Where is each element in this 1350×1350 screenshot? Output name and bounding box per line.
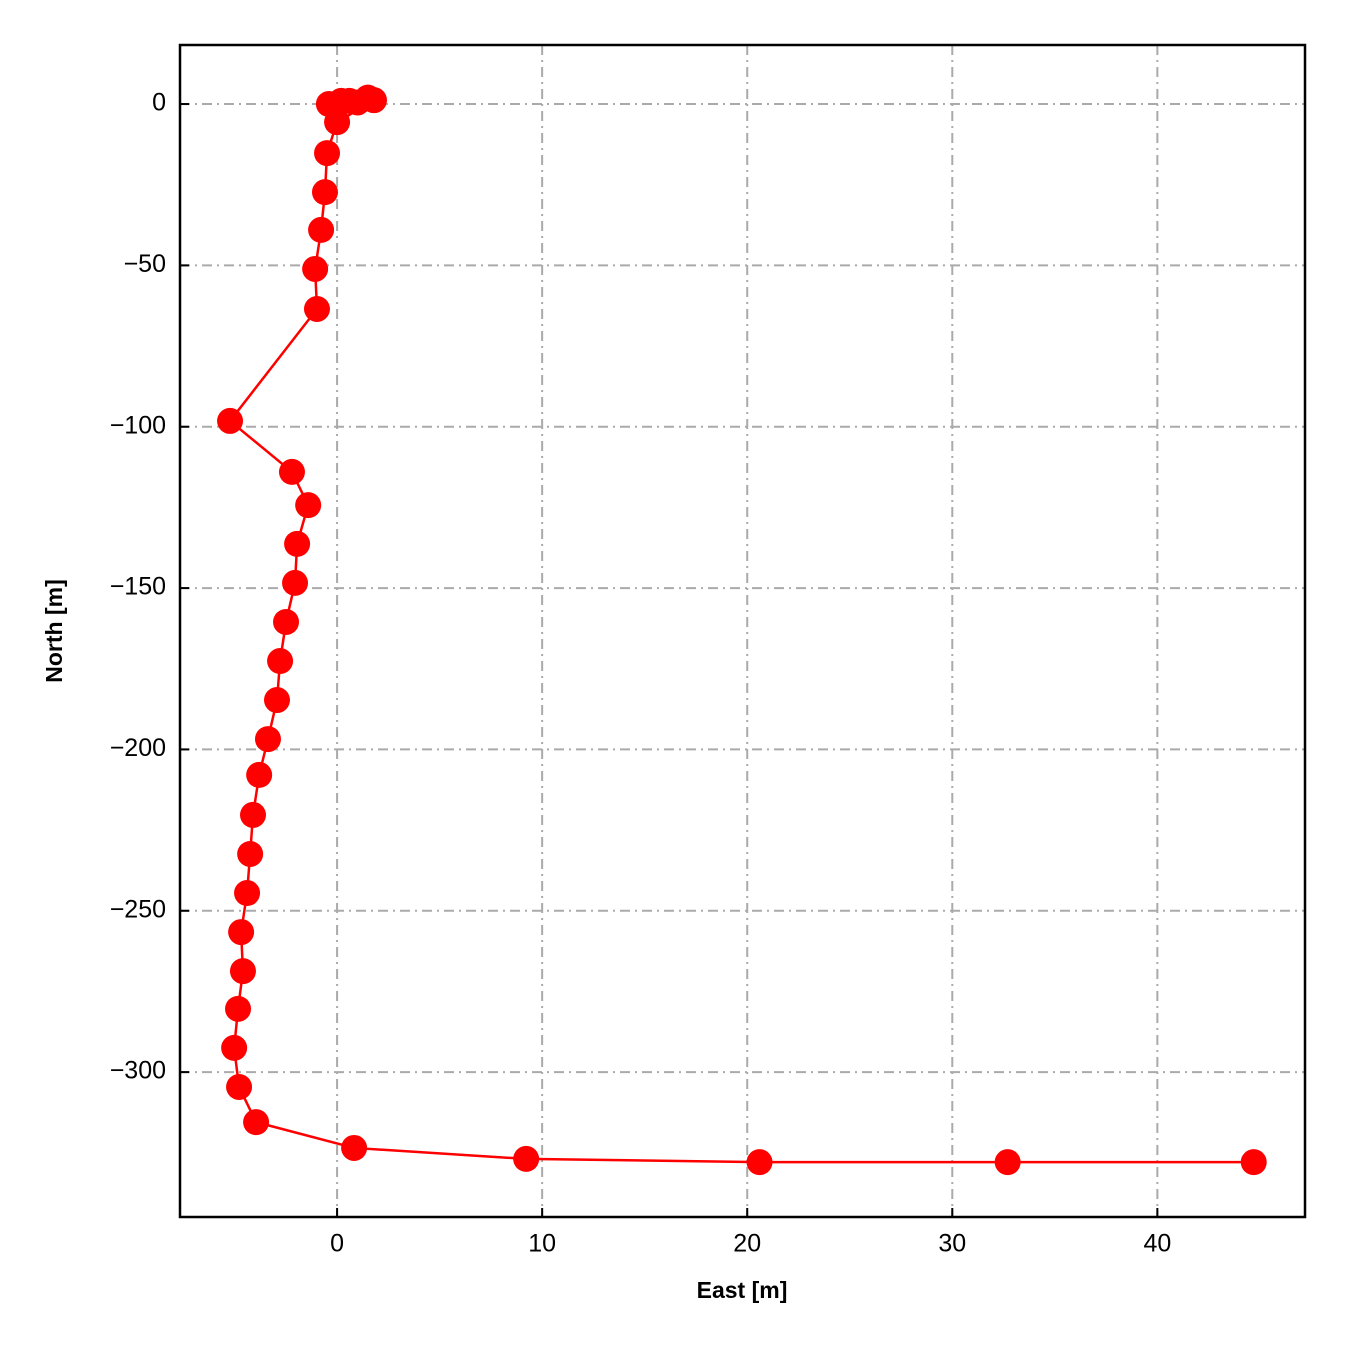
point [513,1145,540,1172]
point [246,761,273,788]
y-tick-label: −150 [110,573,166,601]
point [302,255,329,282]
point [1240,1149,1267,1176]
point [273,608,300,635]
point [234,880,261,907]
point [267,648,294,675]
point [311,179,338,206]
series-line [228,96,1254,1164]
point [240,801,267,828]
point [282,569,309,596]
y-tick-label: −100 [110,411,166,439]
y-tick-label: −50 [124,250,166,278]
point [314,140,341,167]
y-tick-label: 0 [152,89,166,117]
x-tick-label: 20 [733,1230,761,1258]
y-axis-label: North [m] [41,579,67,682]
point [994,1149,1021,1176]
point [360,87,387,114]
point [303,295,330,322]
x-tick-label: 40 [1143,1230,1171,1258]
point [263,687,290,714]
x-axis-label: East [m] [697,1277,788,1303]
point [341,1134,368,1161]
y-tick-label: −200 [110,734,166,762]
point [295,492,322,519]
point [217,407,244,434]
point [746,1149,773,1176]
y-tick-label: −300 [110,1057,166,1085]
point [229,958,256,985]
point [308,216,335,243]
y-tick-label: −250 [110,895,166,923]
point [221,1034,248,1061]
x-tick-label: 0 [330,1230,344,1258]
point [228,919,255,946]
point [225,995,252,1022]
point [324,109,351,136]
point [254,726,281,753]
point [284,530,311,557]
point [237,840,264,867]
point [278,458,305,485]
x-tick-label: 10 [528,1230,556,1258]
x-tick-label: 30 [938,1230,966,1258]
point [226,1073,253,1100]
plot-frame [178,43,1307,1219]
point [243,1109,270,1136]
